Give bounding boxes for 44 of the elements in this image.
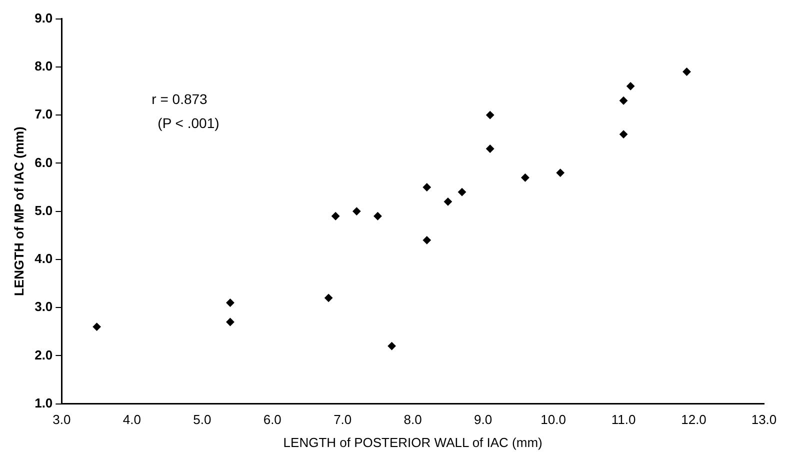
point — [620, 130, 628, 138]
point — [332, 212, 340, 220]
point — [352, 207, 361, 216]
point — [324, 294, 333, 302]
y-tick-label: 9.0 — [34, 10, 53, 26]
point — [444, 198, 452, 206]
y-tick-label: 4.0 — [34, 251, 53, 266]
y-tick-label: 7.0 — [34, 106, 53, 122]
x-tick-label: 8.0 — [404, 412, 422, 428]
y-tick-label: 8.0 — [34, 58, 53, 74]
annotation: r = 0.873 — [152, 90, 208, 107]
x-tick-label: 11.0 — [611, 412, 636, 428]
x-tick-label: 10.0 — [540, 412, 566, 428]
y-tick-label: 2.0 — [34, 347, 53, 362]
point — [626, 82, 635, 90]
point — [388, 342, 396, 350]
x-tick-label: 12.0 — [681, 412, 706, 428]
point — [486, 111, 494, 120]
x-tick-label: 4.0 — [122, 412, 141, 428]
point — [556, 168, 564, 177]
x-tick-label: 13.0 — [751, 412, 777, 428]
y-tick-label: 6.0 — [34, 154, 53, 170]
point — [374, 212, 382, 220]
y-tick-label: 1.0 — [34, 395, 53, 410]
point — [521, 174, 530, 182]
point — [682, 68, 691, 76]
point — [486, 144, 494, 153]
point — [620, 96, 628, 105]
x-tick-label: 3.0 — [52, 412, 71, 428]
x-tick-label: 5.0 — [193, 412, 212, 428]
annotation: (P < .001) — [158, 114, 220, 131]
point — [92, 322, 101, 331]
x-tick-label: 6.0 — [263, 412, 282, 428]
point — [226, 318, 234, 326]
point — [226, 298, 234, 307]
point — [458, 188, 466, 196]
y-axis-title: LENGTH of MP of IAC (mm) — [11, 126, 26, 296]
point — [422, 183, 431, 192]
y-tick-label: 5.0 — [34, 202, 53, 218]
y-tick-label: 3.0 — [34, 299, 53, 314]
x-tick-label: 7.0 — [334, 412, 352, 428]
point — [422, 236, 431, 244]
x-tick-label: 9.0 — [474, 412, 492, 428]
x-axis-title: LENGTH of POSTERIOR WALL of IAC (mm) — [283, 434, 542, 450]
